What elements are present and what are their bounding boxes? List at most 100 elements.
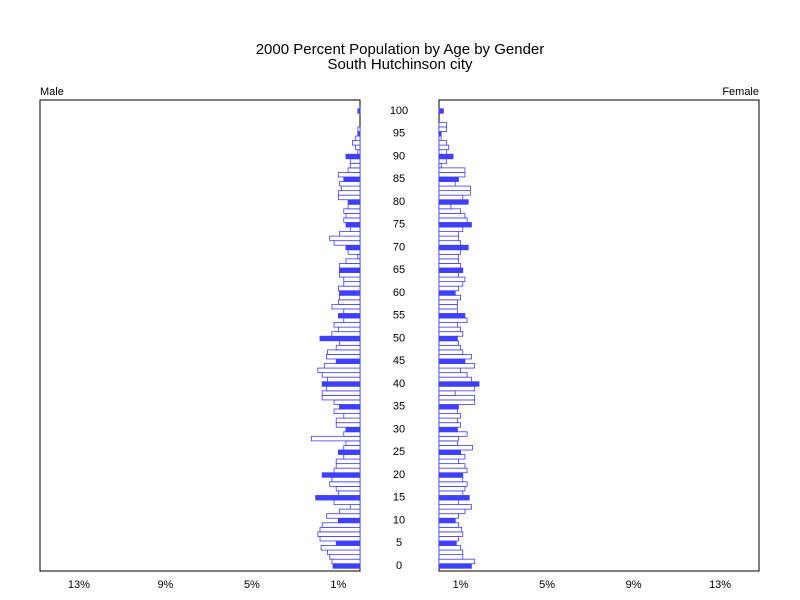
bar [438,426,458,433]
x-tick-label: 13% [68,579,90,591]
bar [438,108,444,114]
bar [438,531,464,537]
bar [333,467,361,474]
bar [438,335,458,342]
bar [349,226,361,232]
bar [333,240,361,246]
bar [327,376,361,383]
age-label: 75 [393,219,405,231]
age-label: 25 [393,446,405,458]
bar [438,267,464,273]
bar [438,431,468,437]
male-label: Male [40,86,64,98]
bar [339,290,361,296]
bar [438,563,472,569]
bar [438,495,470,501]
bar [438,394,476,401]
bar [321,472,361,478]
x-tick-label: 5% [539,579,555,591]
bar [438,499,459,505]
bar [438,263,462,269]
bar [349,162,361,169]
bar [438,135,442,141]
bar [345,212,361,219]
bar [357,126,361,132]
bar [438,281,464,287]
bar [438,217,468,223]
bar [438,258,459,264]
bar [321,394,361,401]
bar [332,563,361,569]
bar [438,390,456,396]
bar [310,435,361,442]
bar [347,199,361,205]
bar [438,545,462,551]
x-tick-label: 9% [626,579,642,591]
bar [438,440,458,446]
age-label: 90 [393,150,405,162]
bar [331,558,361,565]
bar [438,476,464,483]
bar [345,153,361,160]
bar [355,144,361,151]
bar [345,244,361,251]
bar [438,172,466,178]
x-tick-label: 1% [330,579,346,591]
bar [438,413,462,419]
age-label: 95 [393,128,405,140]
bar [438,558,476,565]
x-tick-label: 9% [157,579,173,591]
bar [438,308,458,314]
chart-title: 2000 Percent Population by Age by Gender [256,41,545,58]
bar [339,263,361,269]
x-tick-label: 1% [453,579,469,591]
bar [438,131,442,137]
bar [438,203,452,210]
bar [438,181,456,187]
bar [321,390,361,396]
bar [357,108,361,114]
bar [341,185,361,192]
age-label: 50 [393,332,405,344]
bar [438,549,464,556]
bar [438,158,447,164]
age-label: 0 [396,560,402,572]
female-label: Female [722,86,759,98]
bar [315,495,361,501]
bar [438,358,466,364]
bar [333,499,361,505]
bar [438,417,458,424]
bar [319,526,361,533]
bar [438,458,459,465]
bar [438,212,466,219]
bar [438,121,447,128]
bar [333,408,361,414]
bar [438,445,473,451]
bar [438,126,447,132]
bar [337,172,361,178]
bar [438,435,459,442]
bar [335,344,361,351]
x-tick-label: 5% [244,579,260,591]
bar [347,167,361,173]
bar [438,294,462,301]
bar [329,554,361,560]
bar [321,381,361,387]
bar [343,431,361,437]
bar [438,404,459,410]
bar [438,162,442,169]
bar [339,231,361,237]
bar [438,504,472,510]
bar [343,176,361,182]
bar [438,253,459,260]
bar [339,508,361,515]
age-label: 85 [393,173,405,185]
bar [438,153,454,160]
bar [355,135,361,141]
bar [438,167,466,173]
bar [438,303,458,310]
bar [317,367,361,374]
bar [321,372,361,378]
bar [343,445,361,451]
age-label: 10 [393,514,405,526]
